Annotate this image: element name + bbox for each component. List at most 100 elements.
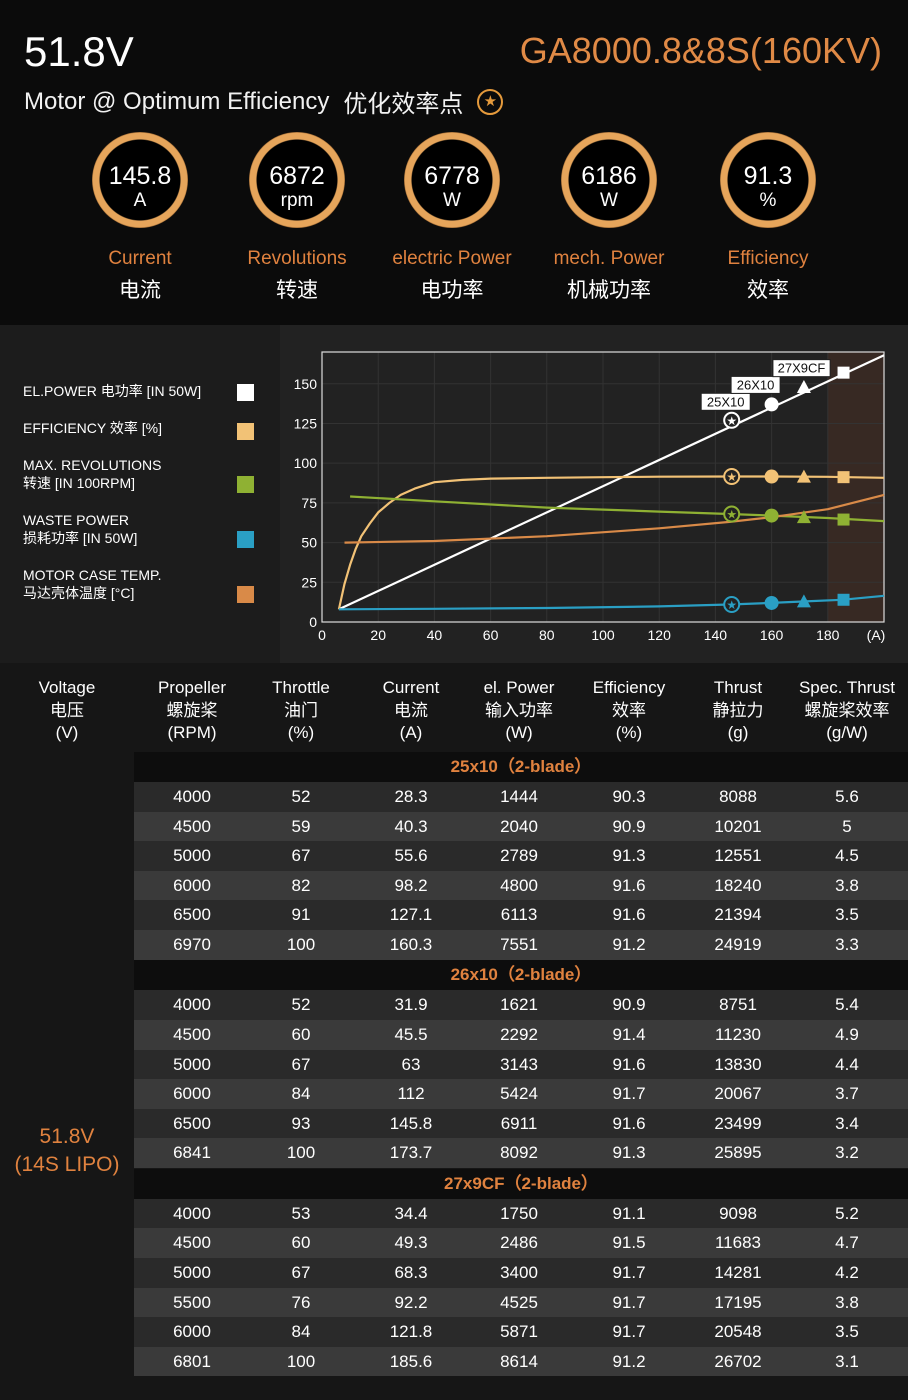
- legend-swatch-el-power: [237, 384, 254, 401]
- group-title: 27x9CF（2-blade）: [134, 1168, 908, 1199]
- gauge-label-en: Efficiency: [727, 248, 809, 269]
- table-cell: 67: [291, 846, 311, 866]
- table-cell: 34.4: [394, 1203, 428, 1223]
- column-header: Thrust 静拉力 (g): [683, 677, 793, 745]
- table-cell: 84: [291, 1084, 311, 1104]
- column-header: Efficiency 效率 (%): [574, 677, 684, 745]
- table-cell: 91.3: [612, 846, 646, 866]
- table-cell: 5000: [173, 846, 211, 866]
- table-cell: 68.3: [394, 1262, 428, 1282]
- table-cell: 173.7: [389, 1143, 433, 1163]
- marker-square: [837, 471, 850, 484]
- marker-star-icon: ★: [726, 598, 737, 612]
- marker-label-27x9cf-box: [772, 359, 831, 378]
- column-header-zh: 电流: [394, 700, 428, 720]
- table-cell: 3.8: [835, 875, 859, 895]
- group-rows: 4000 53 34.4 1750 91.1 9098 5.2 4500 60 49.3 2486 9…: [134, 1198, 908, 1377]
- legend-swatch-efficiency: [237, 423, 254, 440]
- table-cell: 8088: [719, 787, 757, 806]
- voltage-battery: (14S LIPO): [14, 1153, 120, 1176]
- voltage-label: 51.8V (14S LIPO): [0, 1123, 134, 1179]
- table-cell: 2789: [500, 846, 538, 866]
- table-cell: 6841: [173, 1143, 211, 1163]
- column-header-unit: (g): [727, 723, 749, 742]
- table-cell: 3.5: [835, 905, 859, 925]
- table-cell: 98.2: [394, 875, 428, 895]
- table-cell: 84: [291, 1322, 311, 1342]
- table-row: 6000 84 121.8 5871 91.7 20548 3.5: [134, 1317, 908, 1347]
- table-cell: 12551: [714, 846, 762, 866]
- marker-circle: [764, 397, 779, 412]
- table-cell: 4000: [173, 787, 211, 806]
- table-cell: 93: [291, 1113, 311, 1133]
- table-cell: 4.4: [835, 1054, 859, 1074]
- x-tick-label: 160: [760, 627, 784, 643]
- table-cell: 4.5: [835, 846, 859, 866]
- gauge-value: 6872: [269, 162, 325, 190]
- table-cell: 11230: [714, 1024, 761, 1044]
- table-cell: 127.1: [389, 905, 433, 925]
- column-header: Propeller 螺旋桨 (RPM): [132, 677, 252, 745]
- table-cell: 5000: [173, 1262, 211, 1282]
- table-cell: 91.6: [612, 875, 646, 895]
- subtitle: Motor @ Optimum Efficiency 优化效率点 ★: [24, 84, 504, 119]
- gauge-value: 145.8: [108, 162, 172, 190]
- x-tick-label: 140: [704, 627, 728, 643]
- marker-triangle: [796, 379, 811, 393]
- gauge-unit: W: [600, 190, 618, 211]
- propeller-group: 27x9CF（2-blade） 4000 53 34.4 1750 91.1 9098 5.2…: [134, 1168, 908, 1377]
- table-cell: 8614: [500, 1351, 538, 1371]
- table-cell: 100: [286, 934, 316, 954]
- propeller-group: 26x10（2-blade） 4000 52 31.9 1621 90.9 8751 5.4 4…: [134, 960, 908, 1168]
- voltage-value: 51.8V: [39, 1125, 95, 1148]
- series-line-el-power: [338, 354, 885, 611]
- table-cell: 4500: [173, 816, 211, 836]
- table-cell: 3.3: [835, 934, 859, 954]
- legend-label: WASTE POWER: [23, 512, 130, 528]
- table-cell: 3400: [500, 1262, 538, 1282]
- marker-label-25x10: 25X10: [707, 394, 745, 409]
- table-row: 4500 60 45.5 2292 91.4 11230 4.9: [134, 1019, 908, 1050]
- chart-section: EL.POWER 电功率 [IN 50W] EFFICIENCY 效率 [%] …: [0, 325, 908, 663]
- marker-star-circle: [723, 468, 741, 486]
- marker-triangle: [796, 594, 811, 608]
- legend-item-efficiency: EFFICIENCY 效率 [%]: [23, 419, 263, 437]
- table-cell: 53: [291, 1203, 311, 1223]
- plot-frame: [321, 351, 885, 623]
- gauge-unit: A: [133, 190, 147, 211]
- legend-label: MAX. REVOLUTIONS: [23, 457, 162, 473]
- table-cell: 82: [291, 875, 311, 895]
- table-cell: 10201: [714, 816, 762, 836]
- x-tick-label: 100: [591, 627, 615, 643]
- table-cell: 76: [291, 1292, 311, 1312]
- marker-star-circle: [723, 411, 741, 429]
- table-cell: 121.8: [389, 1322, 433, 1342]
- table-cell: 90.3: [612, 787, 646, 806]
- table-cell: 4500: [173, 1233, 211, 1253]
- marker-circle: [764, 595, 779, 610]
- table-row: 5500 76 92.2 4525 91.7 17195 3.8: [134, 1287, 908, 1318]
- table-cell: 63: [401, 1054, 421, 1074]
- table-cell: 31.9: [394, 995, 428, 1015]
- x-tick-label: 0: [318, 627, 326, 643]
- y-tick-label: 25: [301, 574, 317, 590]
- table-row: 4500 59 40.3 2040 90.9 10201 5: [134, 811, 908, 842]
- table-cell: 4000: [173, 995, 211, 1015]
- marker-star-icon: ★: [726, 508, 737, 522]
- table-cell: 5500: [173, 1292, 211, 1312]
- marker-square: [837, 366, 850, 379]
- table-cell: 3.2: [835, 1143, 859, 1163]
- table-cell: 4500: [173, 1024, 211, 1044]
- table-row: 6500 93 145.8 6911 91.6 23499 3.4: [134, 1108, 908, 1139]
- column-header-zh: 油门: [284, 700, 318, 720]
- table-cell: 3.4: [835, 1113, 859, 1133]
- table-cell: 59: [291, 816, 311, 836]
- subtitle-zh: 优化效率点: [343, 91, 464, 118]
- table-cell: 11683: [714, 1233, 761, 1253]
- header: 51.8V GA8000.8&8S(160KV) Motor @ Optimum…: [0, 0, 908, 325]
- table-cell: 55.6: [394, 846, 428, 866]
- table-row: 4000 53 34.4 1750 91.1 9098 5.2: [134, 1198, 908, 1229]
- table-cell: 91.7: [612, 1084, 646, 1104]
- column-header: Voltage 电压 (V): [7, 677, 127, 745]
- column-header: Throttle 油门 (%): [251, 677, 351, 745]
